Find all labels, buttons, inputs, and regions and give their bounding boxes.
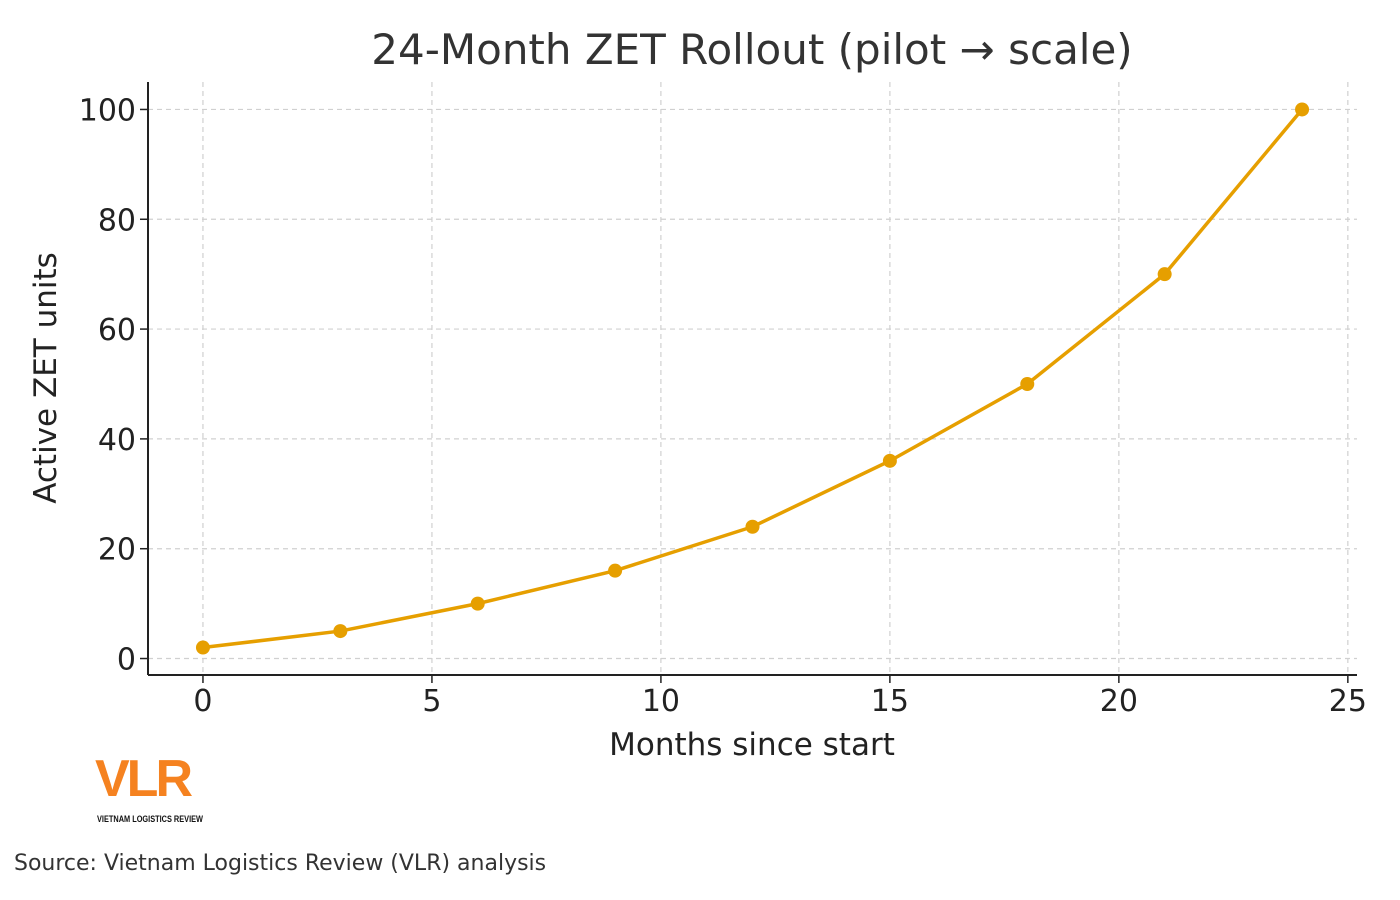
data-point xyxy=(1295,102,1310,117)
data-point xyxy=(1020,376,1035,391)
x-axis-label: Months since start xyxy=(609,727,895,763)
y-tick-label: 80 xyxy=(98,203,136,238)
data-point xyxy=(882,453,897,468)
grid xyxy=(148,82,1357,675)
x-tick-label: 20 xyxy=(1100,684,1138,719)
chart-title: 24-Month ZET Rollout (pilot → scale) xyxy=(371,25,1132,74)
logo-text: VLR xyxy=(95,750,192,808)
y-tick-label: 0 xyxy=(117,643,136,678)
x-tick-label: 10 xyxy=(642,684,680,719)
x-tick-label: 5 xyxy=(422,684,441,719)
ticks: 0 5 10 15 20 25 0 20 40 60 80 100 xyxy=(79,93,1367,719)
data-point xyxy=(1157,267,1172,282)
y-tick-label: 100 xyxy=(79,93,136,128)
y-tick-label: 60 xyxy=(98,313,136,348)
series-line xyxy=(202,108,1304,650)
x-tick-label: 25 xyxy=(1329,684,1367,719)
data-point xyxy=(195,640,210,655)
logo-subtitle: VIETNAM LOGISTICS REVIEW xyxy=(97,814,203,824)
source-note: Source: Vietnam Logistics Review (VLR) a… xyxy=(14,851,547,876)
series xyxy=(195,102,1310,655)
vlr-logo: VLR VIETNAM LOGISTICS REVIEW xyxy=(95,750,203,824)
data-point xyxy=(745,519,760,534)
axes xyxy=(147,82,1357,676)
data-point xyxy=(333,624,348,639)
y-axis-label: Active ZET units xyxy=(28,252,64,504)
y-tick-label: 20 xyxy=(98,533,136,568)
x-tick-label: 15 xyxy=(871,684,909,719)
data-point xyxy=(608,563,623,578)
data-point xyxy=(470,596,485,611)
x-tick-label: 0 xyxy=(193,684,212,719)
y-tick-label: 40 xyxy=(98,423,136,458)
